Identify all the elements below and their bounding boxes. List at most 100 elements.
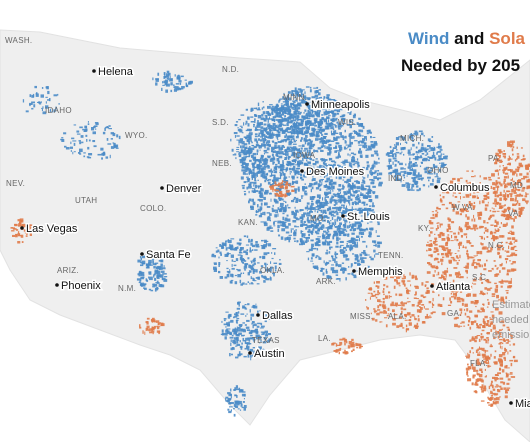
energy-patch [270,127,274,130]
energy-patch [507,141,511,145]
energy-patch [160,274,164,278]
energy-patch [306,115,308,119]
energy-patch [241,328,245,331]
energy-patch [512,203,517,206]
energy-patch [326,216,330,219]
energy-patch [512,172,515,176]
energy-patch [507,158,510,161]
energy-patch [314,120,318,123]
energy-patch [319,130,321,133]
energy-patch [248,190,250,194]
energy-patch [400,301,403,305]
energy-patch [475,188,479,190]
energy-patch [230,409,232,412]
energy-patch [369,227,373,230]
energy-patch [395,145,397,148]
energy-patch [278,147,283,151]
energy-patch [291,175,295,179]
energy-patch [273,127,277,131]
energy-patch [329,122,334,125]
energy-patch [20,220,24,223]
energy-patch [429,183,434,186]
energy-patch [252,201,256,206]
energy-patch [240,313,245,315]
energy-patch [477,348,479,351]
energy-patch [286,156,288,159]
energy-patch [342,225,347,227]
energy-patch [304,171,309,174]
energy-patch [302,188,305,192]
energy-patch [458,192,461,194]
energy-patch [342,267,346,270]
energy-patch [27,227,29,231]
energy-patch [250,147,255,151]
energy-patch [499,270,501,273]
energy-patch [319,127,322,130]
energy-patch [400,171,404,173]
energy-patch [325,264,327,266]
energy-patch [515,189,518,191]
energy-patch [522,158,526,160]
energy-patch [414,164,418,167]
energy-patch [277,134,281,137]
energy-patch [329,152,331,156]
energy-patch [492,385,494,389]
energy-patch [280,175,282,179]
energy-patch [424,167,427,171]
energy-patch [365,196,367,199]
energy-patch [261,188,264,192]
energy-patch [400,167,403,170]
energy-patch [259,342,261,344]
energy-patch [397,172,400,175]
energy-patch [344,215,347,217]
energy-patch [506,388,510,392]
energy-patch [291,90,294,94]
energy-patch [240,114,245,116]
energy-patch [484,229,488,232]
energy-patch [272,184,275,187]
energy-patch [317,104,321,107]
energy-patch [290,126,293,128]
energy-patch [487,397,490,400]
energy-patch [42,106,44,109]
energy-patch [281,129,286,132]
energy-patch [486,247,489,250]
energy-patch [510,217,514,220]
energy-patch [228,410,232,414]
energy-patch [320,105,323,109]
energy-patch [102,151,105,154]
energy-patch [347,209,352,212]
energy-patch [448,261,452,264]
energy-patch [153,283,155,286]
energy-patch [221,329,224,333]
energy-patch [316,166,321,170]
energy-patch [28,228,31,232]
energy-patch [252,264,255,267]
energy-patch [506,222,508,226]
energy-patch [486,191,490,195]
energy-patch [313,149,315,153]
energy-patch [282,173,285,176]
energy-patch [272,248,277,250]
energy-patch [356,158,359,161]
energy-patch [303,220,306,223]
energy-patch [254,156,257,160]
energy-patch [501,241,503,243]
energy-patch [464,224,468,228]
energy-patch [508,333,511,335]
energy-patch [510,362,513,367]
energy-patch [296,91,298,94]
energy-patch [255,214,258,216]
energy-patch [400,142,401,146]
city-label: Minneapolis [311,99,370,111]
energy-patch [79,153,82,155]
energy-patch [274,142,278,144]
energy-patch [498,252,501,254]
energy-patch [498,336,502,338]
energy-patch [311,179,313,182]
energy-patch [188,82,192,85]
energy-patch [269,134,273,137]
energy-patch [341,197,345,199]
energy-patch [241,334,245,336]
energy-patch [139,270,142,272]
